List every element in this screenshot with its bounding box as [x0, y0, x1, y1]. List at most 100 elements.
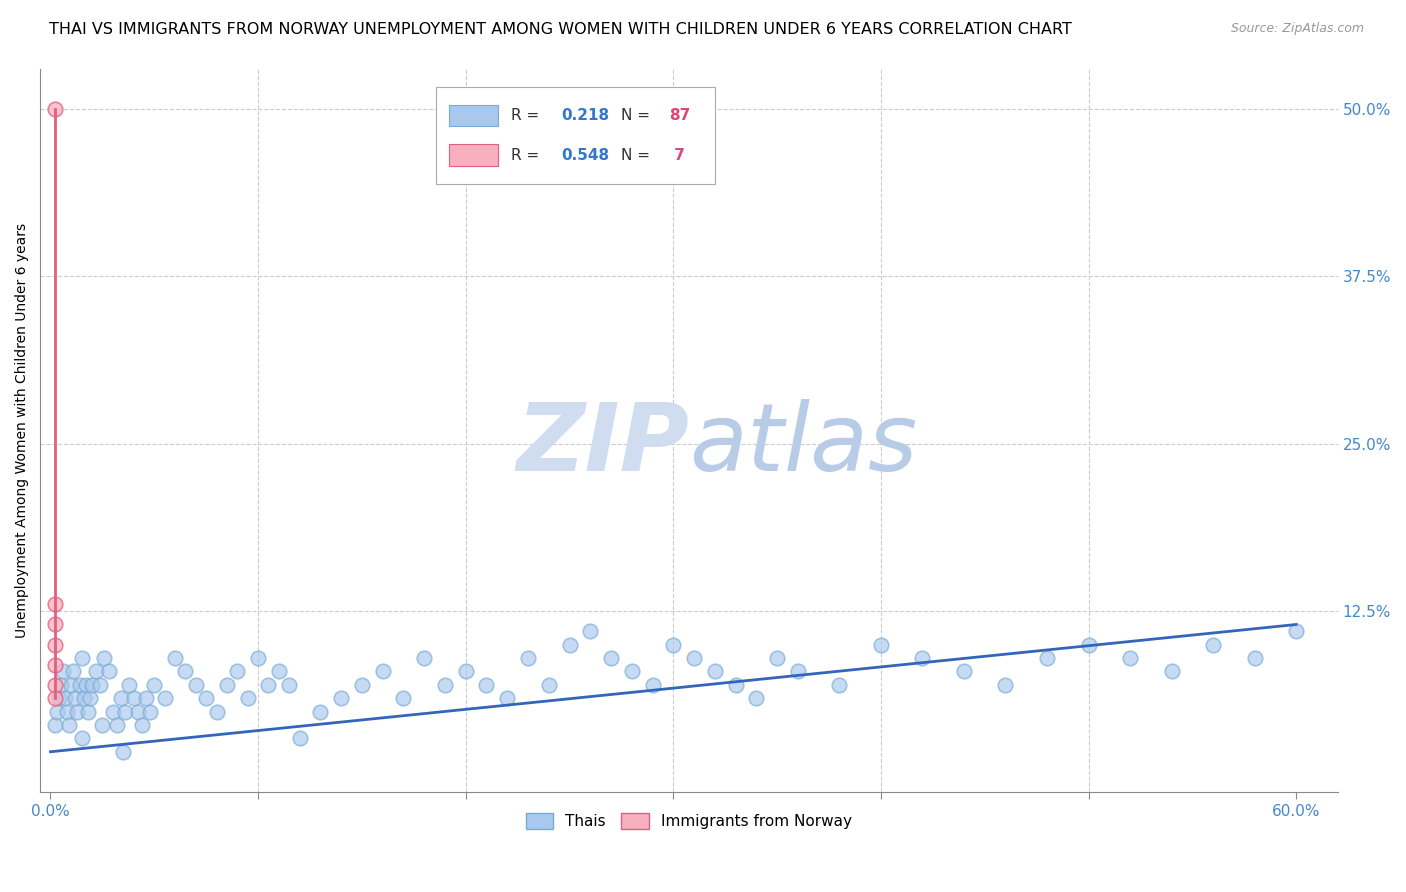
- FancyBboxPatch shape: [436, 87, 714, 185]
- Point: [392, 691, 415, 706]
- Point: [44, 638, 66, 652]
- Y-axis label: Unemployment Among Women with Children Under 6 years: Unemployment Among Women with Children U…: [15, 223, 30, 638]
- Point: [184, 678, 207, 692]
- Point: [48, 691, 70, 706]
- Point: [80, 678, 103, 692]
- Point: [44, 102, 66, 116]
- Point: [89, 678, 111, 692]
- Point: [44, 691, 66, 706]
- Point: [600, 651, 623, 665]
- Text: 0.218: 0.218: [562, 108, 610, 123]
- Point: [70, 731, 93, 746]
- Point: [350, 678, 373, 692]
- Point: [766, 651, 789, 665]
- Point: [73, 691, 96, 706]
- Point: [44, 718, 66, 732]
- Point: [641, 678, 664, 692]
- Point: [1036, 651, 1059, 665]
- Point: [288, 731, 311, 746]
- Point: [44, 598, 66, 612]
- Point: [226, 665, 249, 679]
- Point: [84, 665, 107, 679]
- Point: [1202, 638, 1225, 652]
- Text: 0.548: 0.548: [562, 148, 610, 163]
- Point: [105, 718, 128, 732]
- Point: [724, 678, 747, 692]
- Point: [76, 705, 98, 719]
- Point: [122, 691, 145, 706]
- Point: [174, 665, 197, 679]
- Point: [93, 651, 115, 665]
- Point: [62, 665, 84, 679]
- Point: [153, 691, 176, 706]
- Point: [537, 678, 560, 692]
- Point: [70, 651, 93, 665]
- Point: [53, 691, 76, 706]
- Point: [662, 638, 685, 652]
- Point: [1285, 624, 1308, 639]
- Point: [413, 651, 436, 665]
- Point: [1160, 665, 1182, 679]
- Point: [49, 678, 72, 692]
- Point: [69, 678, 91, 692]
- Point: [165, 651, 187, 665]
- Text: N =: N =: [621, 148, 655, 163]
- Bar: [449, 104, 498, 127]
- Point: [278, 678, 301, 692]
- Legend: Thais, Immigrants from Norway: Thais, Immigrants from Norway: [520, 806, 858, 835]
- Point: [911, 651, 934, 665]
- Point: [44, 678, 66, 692]
- Point: [1119, 651, 1142, 665]
- Point: [79, 691, 101, 706]
- Point: [267, 665, 290, 679]
- Point: [127, 705, 149, 719]
- Point: [620, 665, 643, 679]
- Point: [131, 718, 153, 732]
- Point: [1243, 651, 1265, 665]
- Point: [454, 665, 477, 679]
- Point: [236, 691, 259, 706]
- Text: 87: 87: [669, 108, 690, 123]
- Point: [703, 665, 725, 679]
- Point: [195, 691, 218, 706]
- Point: [52, 665, 75, 679]
- Point: [97, 665, 120, 679]
- Point: [91, 718, 114, 732]
- Point: [135, 691, 157, 706]
- Point: [496, 691, 519, 706]
- Text: 7: 7: [669, 148, 685, 163]
- Point: [786, 665, 808, 679]
- Point: [309, 705, 332, 719]
- Point: [58, 718, 80, 732]
- Text: R =: R =: [512, 108, 544, 123]
- Point: [60, 678, 83, 692]
- Point: [517, 651, 540, 665]
- Text: Source: ZipAtlas.com: Source: ZipAtlas.com: [1230, 22, 1364, 36]
- Point: [110, 691, 132, 706]
- Point: [44, 657, 66, 672]
- Text: R =: R =: [512, 148, 544, 163]
- Point: [371, 665, 394, 679]
- Bar: [449, 145, 498, 166]
- Point: [118, 678, 141, 692]
- Point: [139, 705, 162, 719]
- Point: [205, 705, 228, 719]
- Text: THAI VS IMMIGRANTS FROM NORWAY UNEMPLOYMENT AMONG WOMEN WITH CHILDREN UNDER 6 YE: THAI VS IMMIGRANTS FROM NORWAY UNEMPLOYM…: [49, 22, 1073, 37]
- Point: [215, 678, 238, 692]
- Point: [433, 678, 456, 692]
- Point: [994, 678, 1017, 692]
- Point: [330, 691, 353, 706]
- Point: [112, 745, 135, 759]
- Point: [143, 678, 166, 692]
- Point: [257, 678, 280, 692]
- Text: ZIP: ZIP: [516, 399, 689, 491]
- Point: [114, 705, 136, 719]
- Point: [828, 678, 851, 692]
- Point: [1077, 638, 1099, 652]
- Point: [579, 624, 602, 639]
- Point: [683, 651, 706, 665]
- Point: [101, 705, 124, 719]
- Point: [44, 617, 66, 632]
- Point: [475, 678, 498, 692]
- Point: [66, 705, 89, 719]
